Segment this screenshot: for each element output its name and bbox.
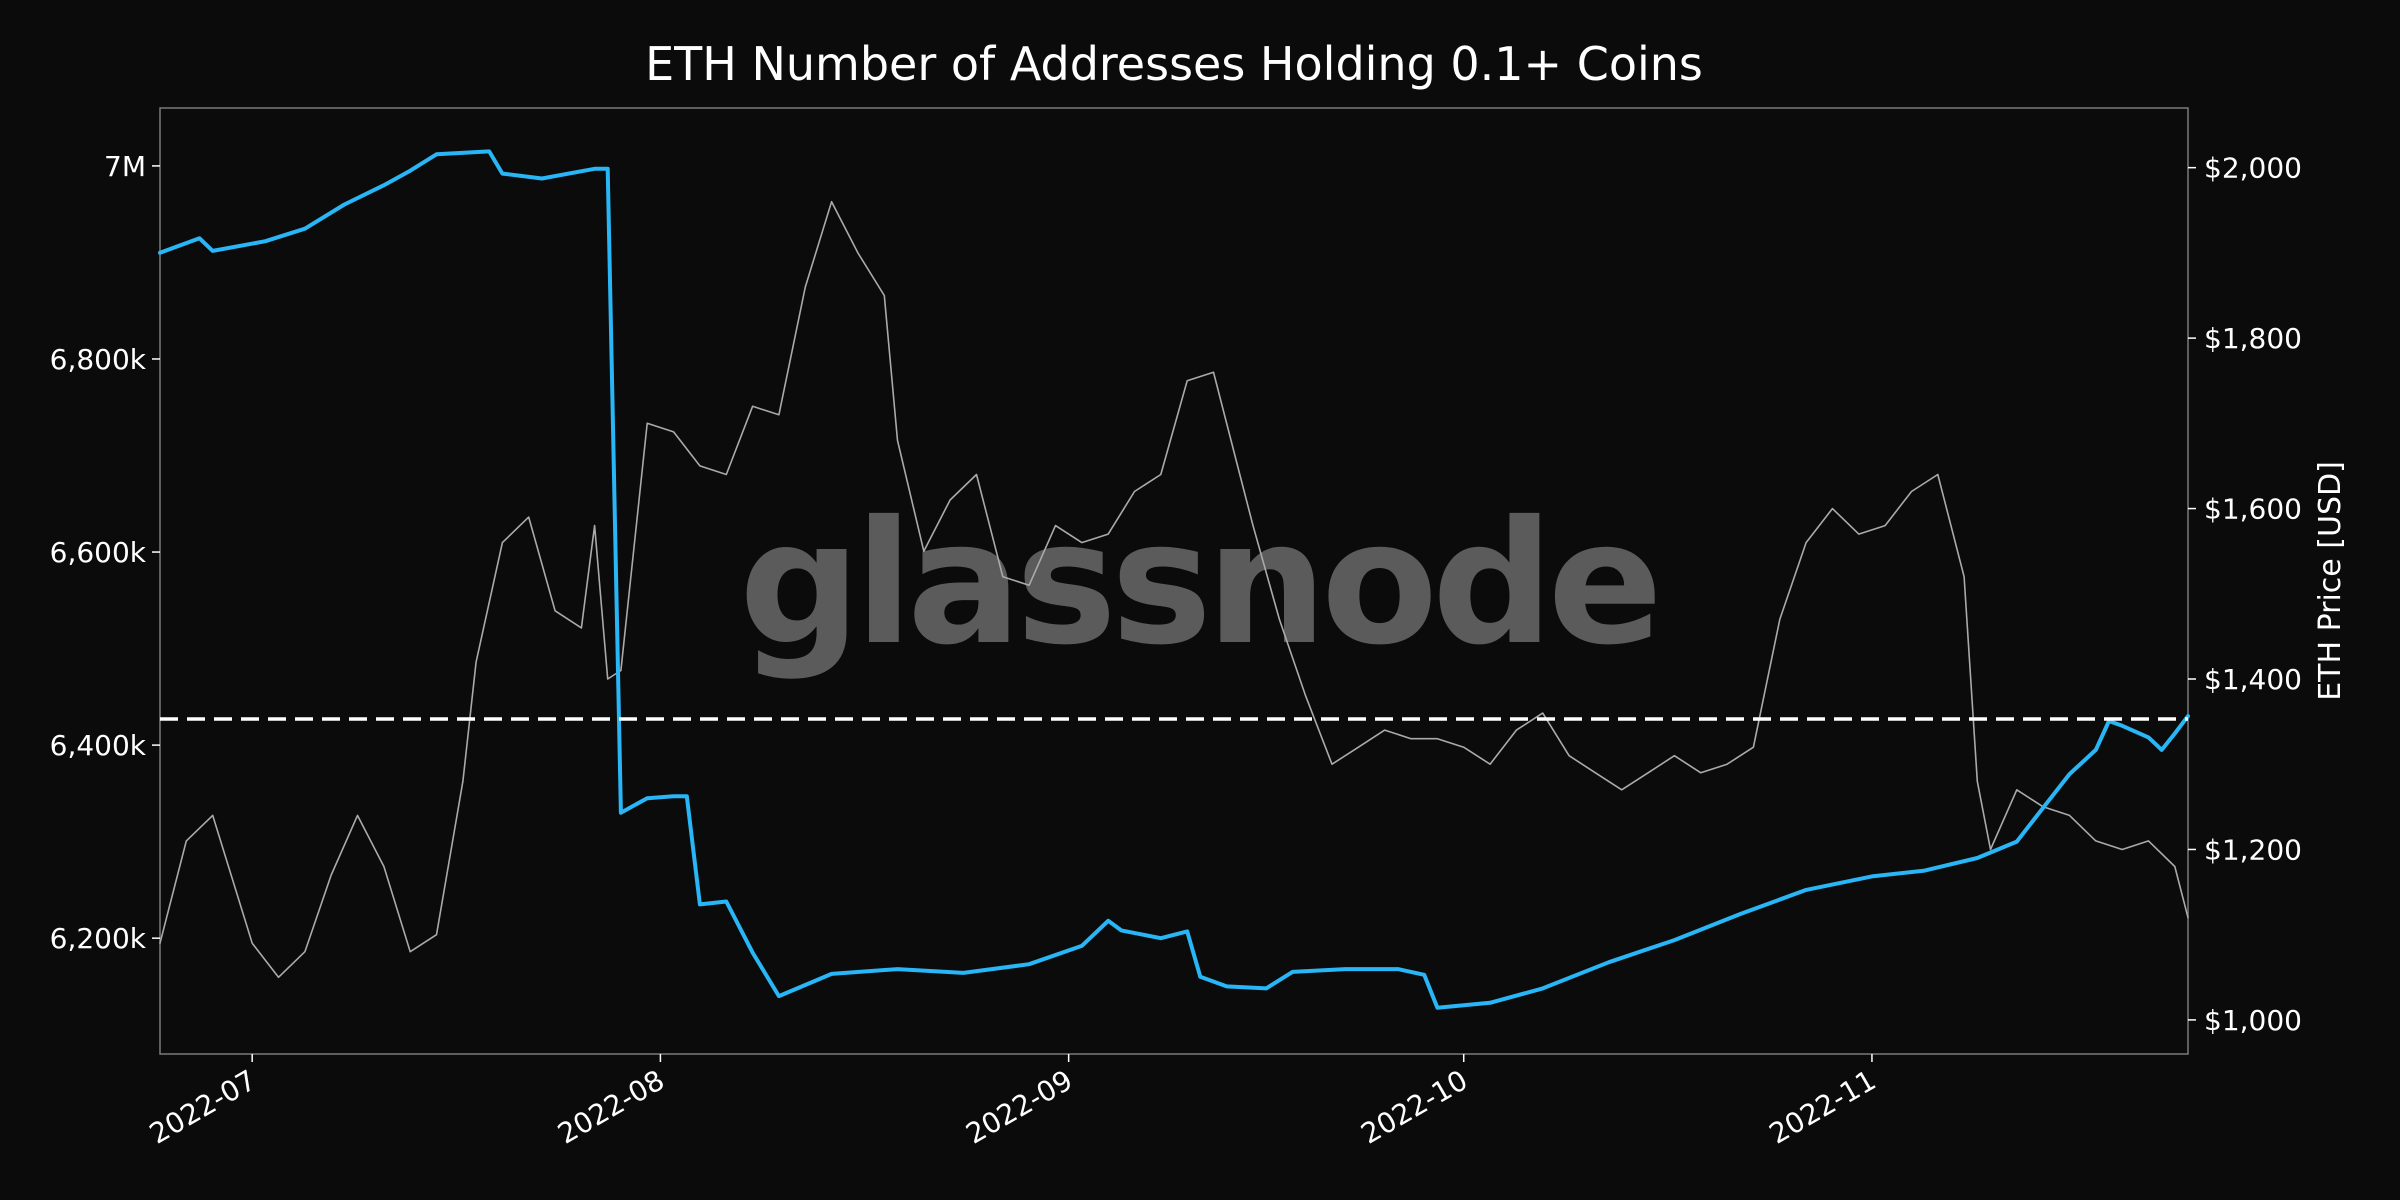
chart-title: ETH Number of Addresses Holding 0.1+ Coi…	[645, 37, 1703, 91]
left-tick-label: 6,800k	[50, 343, 147, 376]
price-series-group	[159, 200, 2189, 979]
right-tick-label: $1,600	[2204, 493, 2302, 526]
right-axis-ticks: $1,000 $1,200 $1,400 $1,600 $1,800 $2,000	[2188, 152, 2302, 1037]
x-axis-ticks: 2022-07 2022-08 2022-09 2022-10 2022-11	[144, 1054, 1882, 1151]
x-tick-label: 2022-10	[1355, 1063, 1473, 1150]
plot-area	[159, 107, 2189, 1055]
left-tick-label: 6,200k	[50, 922, 147, 955]
right-tick-label: $2,000	[2204, 152, 2302, 185]
right-tick-label: $1,200	[2204, 833, 2302, 866]
x-tick-label: 2022-07	[144, 1063, 262, 1150]
x-tick-label: 2022-08	[552, 1063, 670, 1150]
right-tick-label: $1,400	[2204, 663, 2302, 696]
watermark: glassnode	[739, 485, 1657, 683]
right-axis-label: ETH Price [USD]	[2313, 461, 2348, 701]
x-tick-label: 2022-11	[1764, 1063, 1882, 1150]
x-tick-label: 2022-09	[960, 1063, 1078, 1150]
left-axis-ticks: 6,200k 6,400k 6,600k 6,800k 7M	[50, 150, 160, 955]
left-tick-label: 6,600k	[50, 536, 147, 569]
addresses-series-group	[158, 149, 2190, 1010]
addresses-line	[158, 149, 2190, 1010]
right-tick-label: $1,800	[2204, 322, 2302, 355]
right-tick-label: $1,000	[2204, 1004, 2302, 1037]
left-tick-label: 7M	[104, 150, 146, 183]
left-tick-label: 6,400k	[50, 729, 147, 762]
price-line	[159, 200, 2189, 979]
